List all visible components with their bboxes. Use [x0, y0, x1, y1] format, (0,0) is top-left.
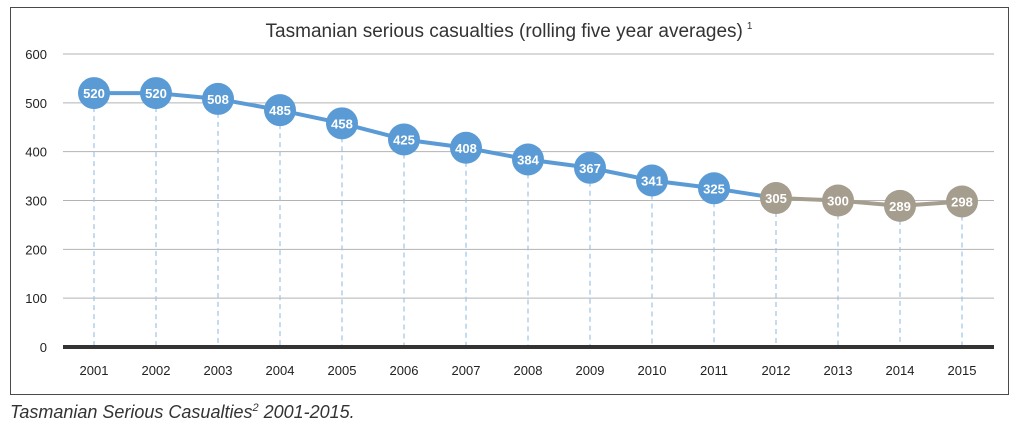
data-label: 325 — [703, 181, 725, 196]
data-point — [760, 182, 792, 215]
data-label: 520 — [145, 86, 167, 101]
data-point — [884, 189, 916, 222]
x-tick-label: 2003 — [204, 363, 233, 378]
y-tick-label: 100 — [25, 291, 47, 306]
data-label: 408 — [455, 141, 477, 156]
data-label: 485 — [269, 103, 291, 118]
title-footnote: 1 — [747, 21, 753, 32]
x-tick-label: 2015 — [948, 363, 977, 378]
x-tick-label: 2002 — [142, 363, 171, 378]
caption-text: Tasmanian Serious Casualties — [10, 402, 253, 422]
data-label: 341 — [641, 173, 663, 188]
series-line-historical — [94, 91, 777, 201]
x-tick-label: 2005 — [328, 363, 357, 378]
x-tick-label: 2008 — [514, 363, 543, 378]
chart-title: Tasmanian serious casualties (rolling fi… — [266, 21, 753, 42]
caption-footnote: 2 — [252, 402, 259, 414]
x-tick-label: 2007 — [452, 363, 481, 378]
data-label: 520 — [83, 86, 105, 101]
x-tick-label: 2014 — [886, 363, 915, 378]
y-axis-ticks: 0 100 200 300 400 500 600 — [25, 47, 47, 355]
data-label: 508 — [207, 92, 229, 107]
data-point — [140, 77, 172, 110]
data-points: 520 520 508 485 458 425 408 384 367 341 325 305 300 2… — [78, 77, 978, 222]
x-tick-label: 2013 — [824, 363, 853, 378]
data-point — [946, 185, 978, 218]
x-tick-label: 2006 — [390, 363, 419, 378]
y-tick-label: 300 — [25, 194, 47, 209]
data-label: 300 — [827, 194, 849, 209]
data-label: 384 — [517, 152, 539, 167]
x-tick-label: 2012 — [762, 363, 791, 378]
y-tick-label: 400 — [25, 145, 47, 160]
data-point — [450, 131, 482, 164]
data-point — [512, 143, 544, 176]
y-tick-label: 200 — [25, 242, 47, 257]
data-point — [202, 82, 234, 115]
data-point — [264, 94, 296, 127]
data-point — [78, 77, 110, 110]
data-point — [574, 151, 606, 184]
line-chart: Tasmanian serious casualties (rolling fi… — [25, 21, 994, 378]
data-label: 367 — [579, 161, 601, 176]
chart-frame: Tasmanian serious casualties (rolling fi… — [10, 7, 1009, 395]
x-tick-label: 2009 — [576, 363, 605, 378]
figure-caption: Tasmanian Serious Casualties2 2001-2015. — [10, 402, 355, 423]
data-label: 305 — [765, 191, 787, 206]
data-label: 298 — [951, 194, 973, 209]
data-label: 425 — [393, 132, 415, 147]
data-label: 289 — [889, 199, 911, 214]
data-point — [388, 123, 420, 156]
x-tick-label: 2001 — [80, 363, 109, 378]
y-tick-label: 500 — [25, 96, 47, 111]
drop-lines — [93, 107, 963, 345]
data-point — [636, 164, 668, 197]
series-line-recent — [775, 196, 963, 208]
data-label: 458 — [331, 116, 353, 131]
data-point — [698, 172, 730, 205]
x-axis-ticks: 2001 2002 2003 2004 2005 2006 2007 2008 2009 2010… — [80, 363, 977, 378]
data-point — [326, 107, 358, 140]
data-point — [822, 184, 854, 217]
y-tick-label: 600 — [25, 47, 47, 62]
x-tick-label: 2010 — [638, 363, 667, 378]
y-tick-label: 0 — [40, 340, 47, 355]
x-tick-label: 2011 — [700, 363, 728, 378]
caption-years: 2001-2015. — [258, 402, 355, 422]
x-tick-label: 2004 — [266, 363, 295, 378]
